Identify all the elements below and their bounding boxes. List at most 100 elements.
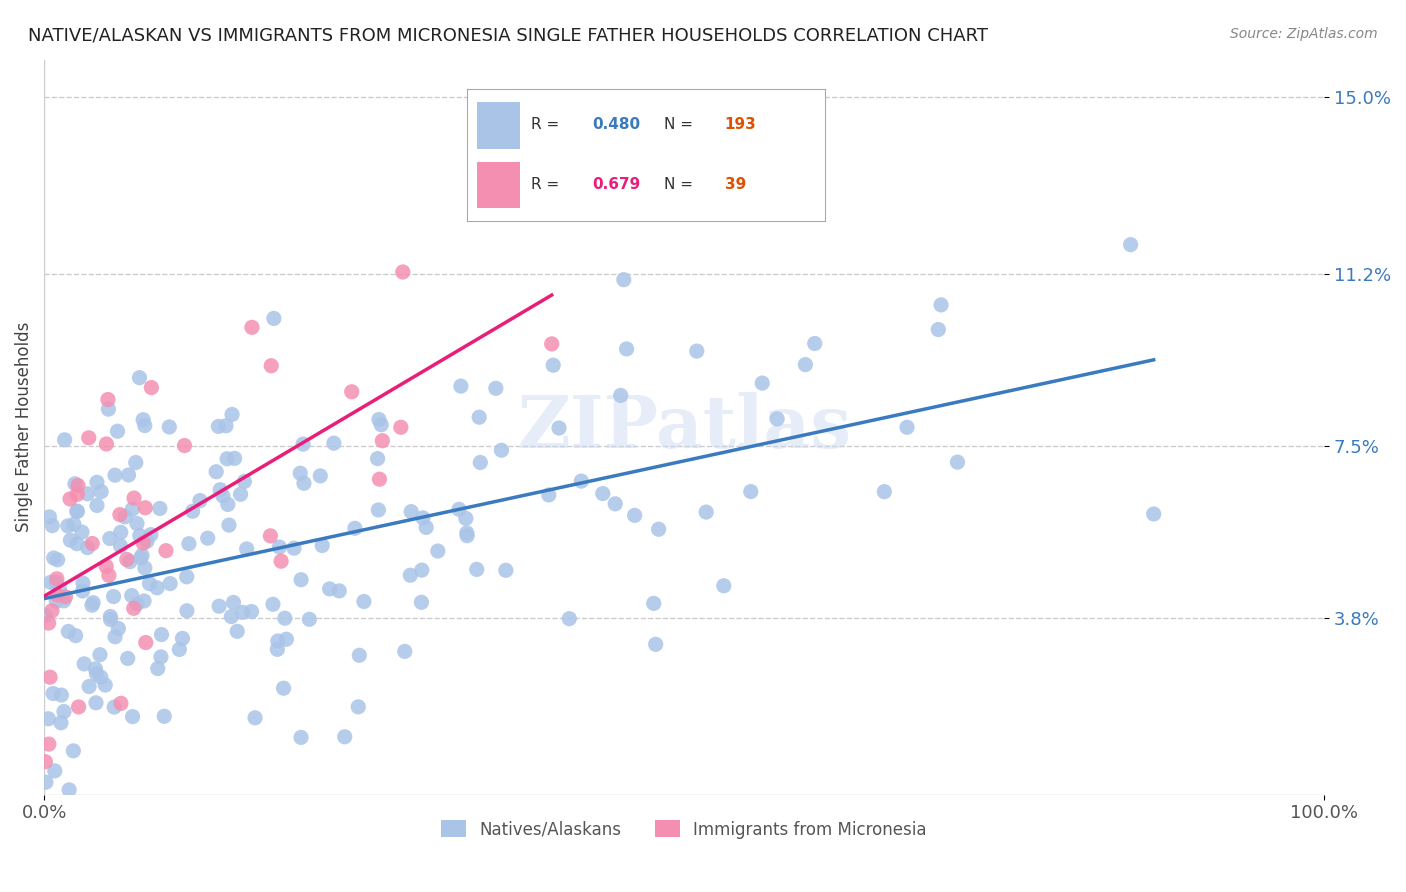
Point: [411, 563, 433, 577]
Point: [121, 589, 143, 603]
Point: [447, 502, 470, 516]
Point: [470, 456, 492, 470]
Point: [270, 554, 292, 568]
Point: [46, 588, 69, 602]
Point: [613, 273, 636, 287]
Point: [394, 644, 416, 658]
Point: [172, 632, 194, 646]
Point: [695, 505, 717, 519]
Point: [53, 433, 76, 447]
Point: [176, 570, 198, 584]
Point: [946, 455, 969, 469]
Point: [208, 599, 231, 614]
Point: [136, 534, 159, 549]
Point: [224, 451, 246, 466]
Point: [623, 508, 645, 523]
Point: [259, 529, 281, 543]
Point: [485, 381, 508, 395]
Point: [276, 632, 298, 647]
Point: [134, 500, 156, 515]
Point: [540, 337, 562, 351]
Point: [86, 475, 108, 490]
Point: [205, 465, 228, 479]
Point: [159, 576, 181, 591]
Point: [491, 443, 513, 458]
Point: [104, 630, 127, 644]
Point: [108, 508, 131, 522]
Point: [290, 466, 312, 480]
Legend: Natives/Alaskans, Immigrants from Micronesia: Natives/Alaskans, Immigrants from Micron…: [434, 814, 934, 846]
Point: [77, 431, 100, 445]
Point: [139, 527, 162, 541]
Point: [70, 524, 93, 539]
Point: [107, 622, 129, 636]
Point: [82, 596, 104, 610]
Point: [465, 562, 488, 576]
Point: [89, 648, 111, 662]
Point: [558, 612, 581, 626]
Point: [59, 491, 82, 506]
Point: [34, 755, 56, 769]
Point: [267, 634, 290, 648]
Point: [62, 744, 84, 758]
Point: [412, 511, 434, 525]
Point: [243, 711, 266, 725]
Point: [292, 437, 315, 451]
Point: [266, 642, 288, 657]
Point: [207, 419, 229, 434]
Point: [169, 642, 191, 657]
Point: [644, 637, 666, 651]
Point: [370, 417, 392, 432]
Point: [39, 670, 62, 684]
Point: [96, 437, 118, 451]
Point: [127, 597, 149, 611]
Point: [38, 615, 60, 630]
Point: [84, 662, 107, 676]
Point: [63, 476, 86, 491]
Point: [240, 605, 263, 619]
Point: [1143, 507, 1166, 521]
Point: [128, 528, 150, 542]
Point: [98, 609, 121, 624]
Point: [97, 402, 120, 417]
Point: [343, 521, 366, 535]
Point: [368, 412, 391, 426]
Point: [240, 320, 263, 334]
Point: [103, 700, 125, 714]
Point: [72, 584, 94, 599]
Point: [495, 563, 517, 577]
Point: [349, 648, 371, 663]
Point: [766, 412, 789, 426]
Point: [135, 635, 157, 649]
Point: [1119, 237, 1142, 252]
Point: [367, 503, 389, 517]
Point: [176, 604, 198, 618]
Point: [39, 575, 62, 590]
Point: [96, 559, 118, 574]
Point: [121, 502, 143, 516]
Point: [110, 697, 132, 711]
Point: [65, 629, 87, 643]
Point: [66, 478, 89, 492]
Point: [215, 418, 238, 433]
Point: [290, 573, 312, 587]
Point: [63, 517, 86, 532]
Point: [98, 532, 121, 546]
Point: [146, 661, 169, 675]
Point: [367, 451, 389, 466]
Point: [132, 413, 155, 427]
Point: [59, 533, 82, 548]
Point: [132, 594, 155, 608]
Point: [82, 536, 104, 550]
Point: [592, 486, 614, 500]
Point: [125, 516, 148, 531]
Point: [117, 467, 139, 482]
Point: [66, 504, 89, 518]
Point: [34, 608, 56, 623]
Point: [873, 484, 896, 499]
Point: [274, 611, 297, 625]
Point: [134, 418, 156, 433]
Y-axis label: Single Father Households: Single Father Households: [15, 322, 32, 533]
Point: [45, 575, 67, 590]
Point: [794, 358, 817, 372]
